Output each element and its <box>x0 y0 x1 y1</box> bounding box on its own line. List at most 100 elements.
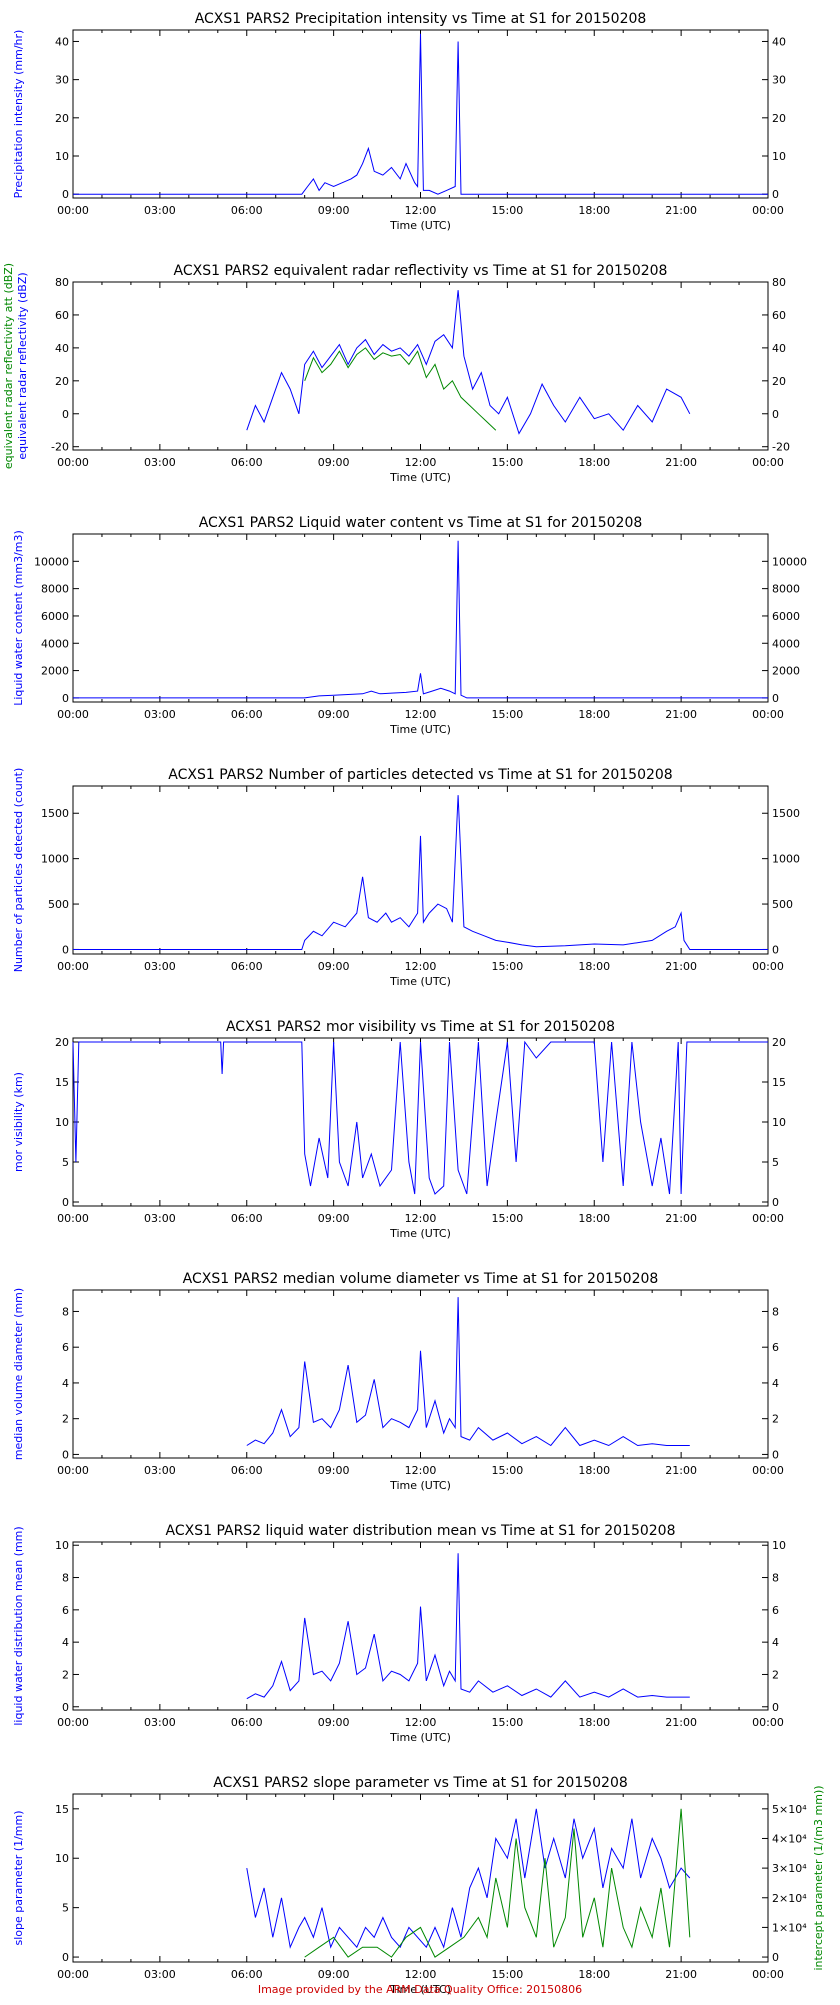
x-tick-label: 00:00 <box>57 1716 89 1729</box>
y-right-tick-label: 4000 <box>772 637 800 650</box>
x-axis-label: Time (UTC) <box>389 1731 451 1744</box>
y-right-tick-label: 0 <box>772 1448 779 1461</box>
chart-title: ACXS1 PARS2 median volume diameter vs Ti… <box>183 1271 659 1287</box>
x-tick-label: 00:00 <box>752 204 784 217</box>
x-tick-label: 00:00 <box>57 456 89 469</box>
y-right-tick-label: 4×10⁴ <box>772 1832 807 1845</box>
x-tick-label: 00:00 <box>57 1464 89 1477</box>
series-line-primary <box>246 1808 691 1949</box>
y-tick-label: 6 <box>62 1604 69 1617</box>
x-tick-label: 21:00 <box>665 204 697 217</box>
y-right-tick-label: 0 <box>772 188 779 201</box>
x-tick-label: 18:00 <box>578 1212 610 1225</box>
y-tick-label: 20 <box>55 1036 69 1049</box>
y-right-tick-label: 1×10⁴ <box>772 1921 807 1934</box>
x-tick-label: 03:00 <box>144 1212 176 1225</box>
y-tick-label: -20 <box>51 441 69 454</box>
x-axis-label: Time (UTC) <box>389 219 451 232</box>
x-tick-label: 06:00 <box>231 960 263 973</box>
y-tick-label: 0 <box>62 692 69 705</box>
y-right-tick-label: 5 <box>772 1156 779 1169</box>
y-tick-label: 10 <box>55 1116 69 1129</box>
x-tick-label: 21:00 <box>665 708 697 721</box>
y-axis-label: Precipitation intensity (mm/hr) <box>12 30 25 199</box>
y-tick-label: 2 <box>62 1668 69 1681</box>
x-tick-label: 00:00 <box>752 1212 784 1225</box>
y-right-tick-label: 8 <box>772 1572 779 1585</box>
y-tick-label: 0 <box>62 943 69 956</box>
x-tick-label: 15:00 <box>492 1212 524 1225</box>
y-right-tick-label: 4 <box>772 1377 779 1390</box>
y-tick-label: 6 <box>62 1341 69 1354</box>
x-tick-label: 15:00 <box>492 204 524 217</box>
y-right-tick-label: 0 <box>772 408 779 421</box>
y-tick-label: 30 <box>55 74 69 87</box>
y-right-tick-label: 4 <box>772 1636 779 1649</box>
x-tick-label: 00:00 <box>752 1716 784 1729</box>
x-tick-label: 03:00 <box>144 456 176 469</box>
x-tick-label: 12:00 <box>405 1968 437 1981</box>
y-tick-label: 4000 <box>41 637 69 650</box>
y-right-tick-label: 0 <box>772 1701 779 1714</box>
chart-title: ACXS1 PARS2 mor visibility vs Time at S1… <box>226 1019 615 1035</box>
y-axis-label-att: equivalent radar reflectivity att (dBZ) <box>2 263 15 469</box>
y-tick-label: 0 <box>62 408 69 421</box>
x-tick-label: 09:00 <box>318 960 350 973</box>
x-tick-label: 09:00 <box>318 1212 350 1225</box>
x-tick-label: 18:00 <box>578 456 610 469</box>
plot-frame <box>72 785 769 955</box>
plot-frame <box>72 1037 769 1207</box>
x-axis-label: Time (UTC) <box>389 1227 451 1240</box>
x-tick-label: 21:00 <box>665 1464 697 1477</box>
x-tick-label: 18:00 <box>578 1464 610 1477</box>
x-tick-label: 12:00 <box>405 1716 437 1729</box>
x-tick-label: 12:00 <box>405 1212 437 1225</box>
x-tick-label: 12:00 <box>405 456 437 469</box>
y-tick-label: 0 <box>62 1196 69 1209</box>
x-axis-label: Time (UTC) <box>389 723 451 736</box>
x-tick-label: 06:00 <box>231 204 263 217</box>
y-right-tick-label: 0 <box>772 692 779 705</box>
y-tick-label: 20 <box>55 375 69 388</box>
y-tick-label: 40 <box>55 342 69 355</box>
x-tick-label: 15:00 <box>492 1716 524 1729</box>
x-tick-label: 00:00 <box>752 708 784 721</box>
y-axis-label: mor visibility (km) <box>12 1072 25 1172</box>
y-tick-label: 5 <box>62 1902 69 1915</box>
y-right-tick-label: 8000 <box>772 583 800 596</box>
y-tick-label: 4 <box>62 1377 69 1390</box>
x-tick-label: 15:00 <box>492 1464 524 1477</box>
y-axis-label: Liquid water content (mm3/m3) <box>12 530 25 706</box>
series-line-secondary <box>304 1808 691 1958</box>
series-line-primary <box>246 1297 690 1447</box>
y-axis-label: median volume diameter (mm) <box>12 1288 25 1460</box>
x-tick-label: 21:00 <box>665 1212 697 1225</box>
x-tick-label: 06:00 <box>231 1716 263 1729</box>
y-tick-label: 500 <box>48 898 69 911</box>
x-tick-label: 15:00 <box>492 456 524 469</box>
y-right-tick-label: 60 <box>772 309 786 322</box>
y-tick-label: 2 <box>62 1413 69 1426</box>
x-tick-label: 00:00 <box>57 960 89 973</box>
x-tick-label: 12:00 <box>405 960 437 973</box>
x-tick-label: 09:00 <box>318 1464 350 1477</box>
chart-title: ACXS1 PARS2 liquid water distribution me… <box>166 1523 676 1539</box>
x-tick-label: 18:00 <box>578 960 610 973</box>
x-tick-label: 21:00 <box>665 456 697 469</box>
y-tick-label: 10 <box>55 1852 69 1865</box>
x-tick-label: 03:00 <box>144 708 176 721</box>
x-tick-label: 18:00 <box>578 1968 610 1981</box>
y-tick-label: 15 <box>55 1803 69 1816</box>
x-tick-label: 06:00 <box>231 1968 263 1981</box>
footer-credit: Image provided by the ARM Data Quality O… <box>258 1983 582 1996</box>
series-line-primary <box>72 1040 768 1195</box>
y-tick-label: 0 <box>62 1951 69 1964</box>
y-tick-label: 2000 <box>41 665 69 678</box>
y-right-tick-label: 6 <box>772 1604 779 1617</box>
y-tick-label: 0 <box>62 1701 69 1714</box>
y-right-tick-label: 2000 <box>772 665 800 678</box>
x-tick-label: 18:00 <box>578 708 610 721</box>
y-right-tick-label: 30 <box>772 74 786 87</box>
chart-title: ACXS1 PARS2 Liquid water content vs Time… <box>199 515 643 531</box>
